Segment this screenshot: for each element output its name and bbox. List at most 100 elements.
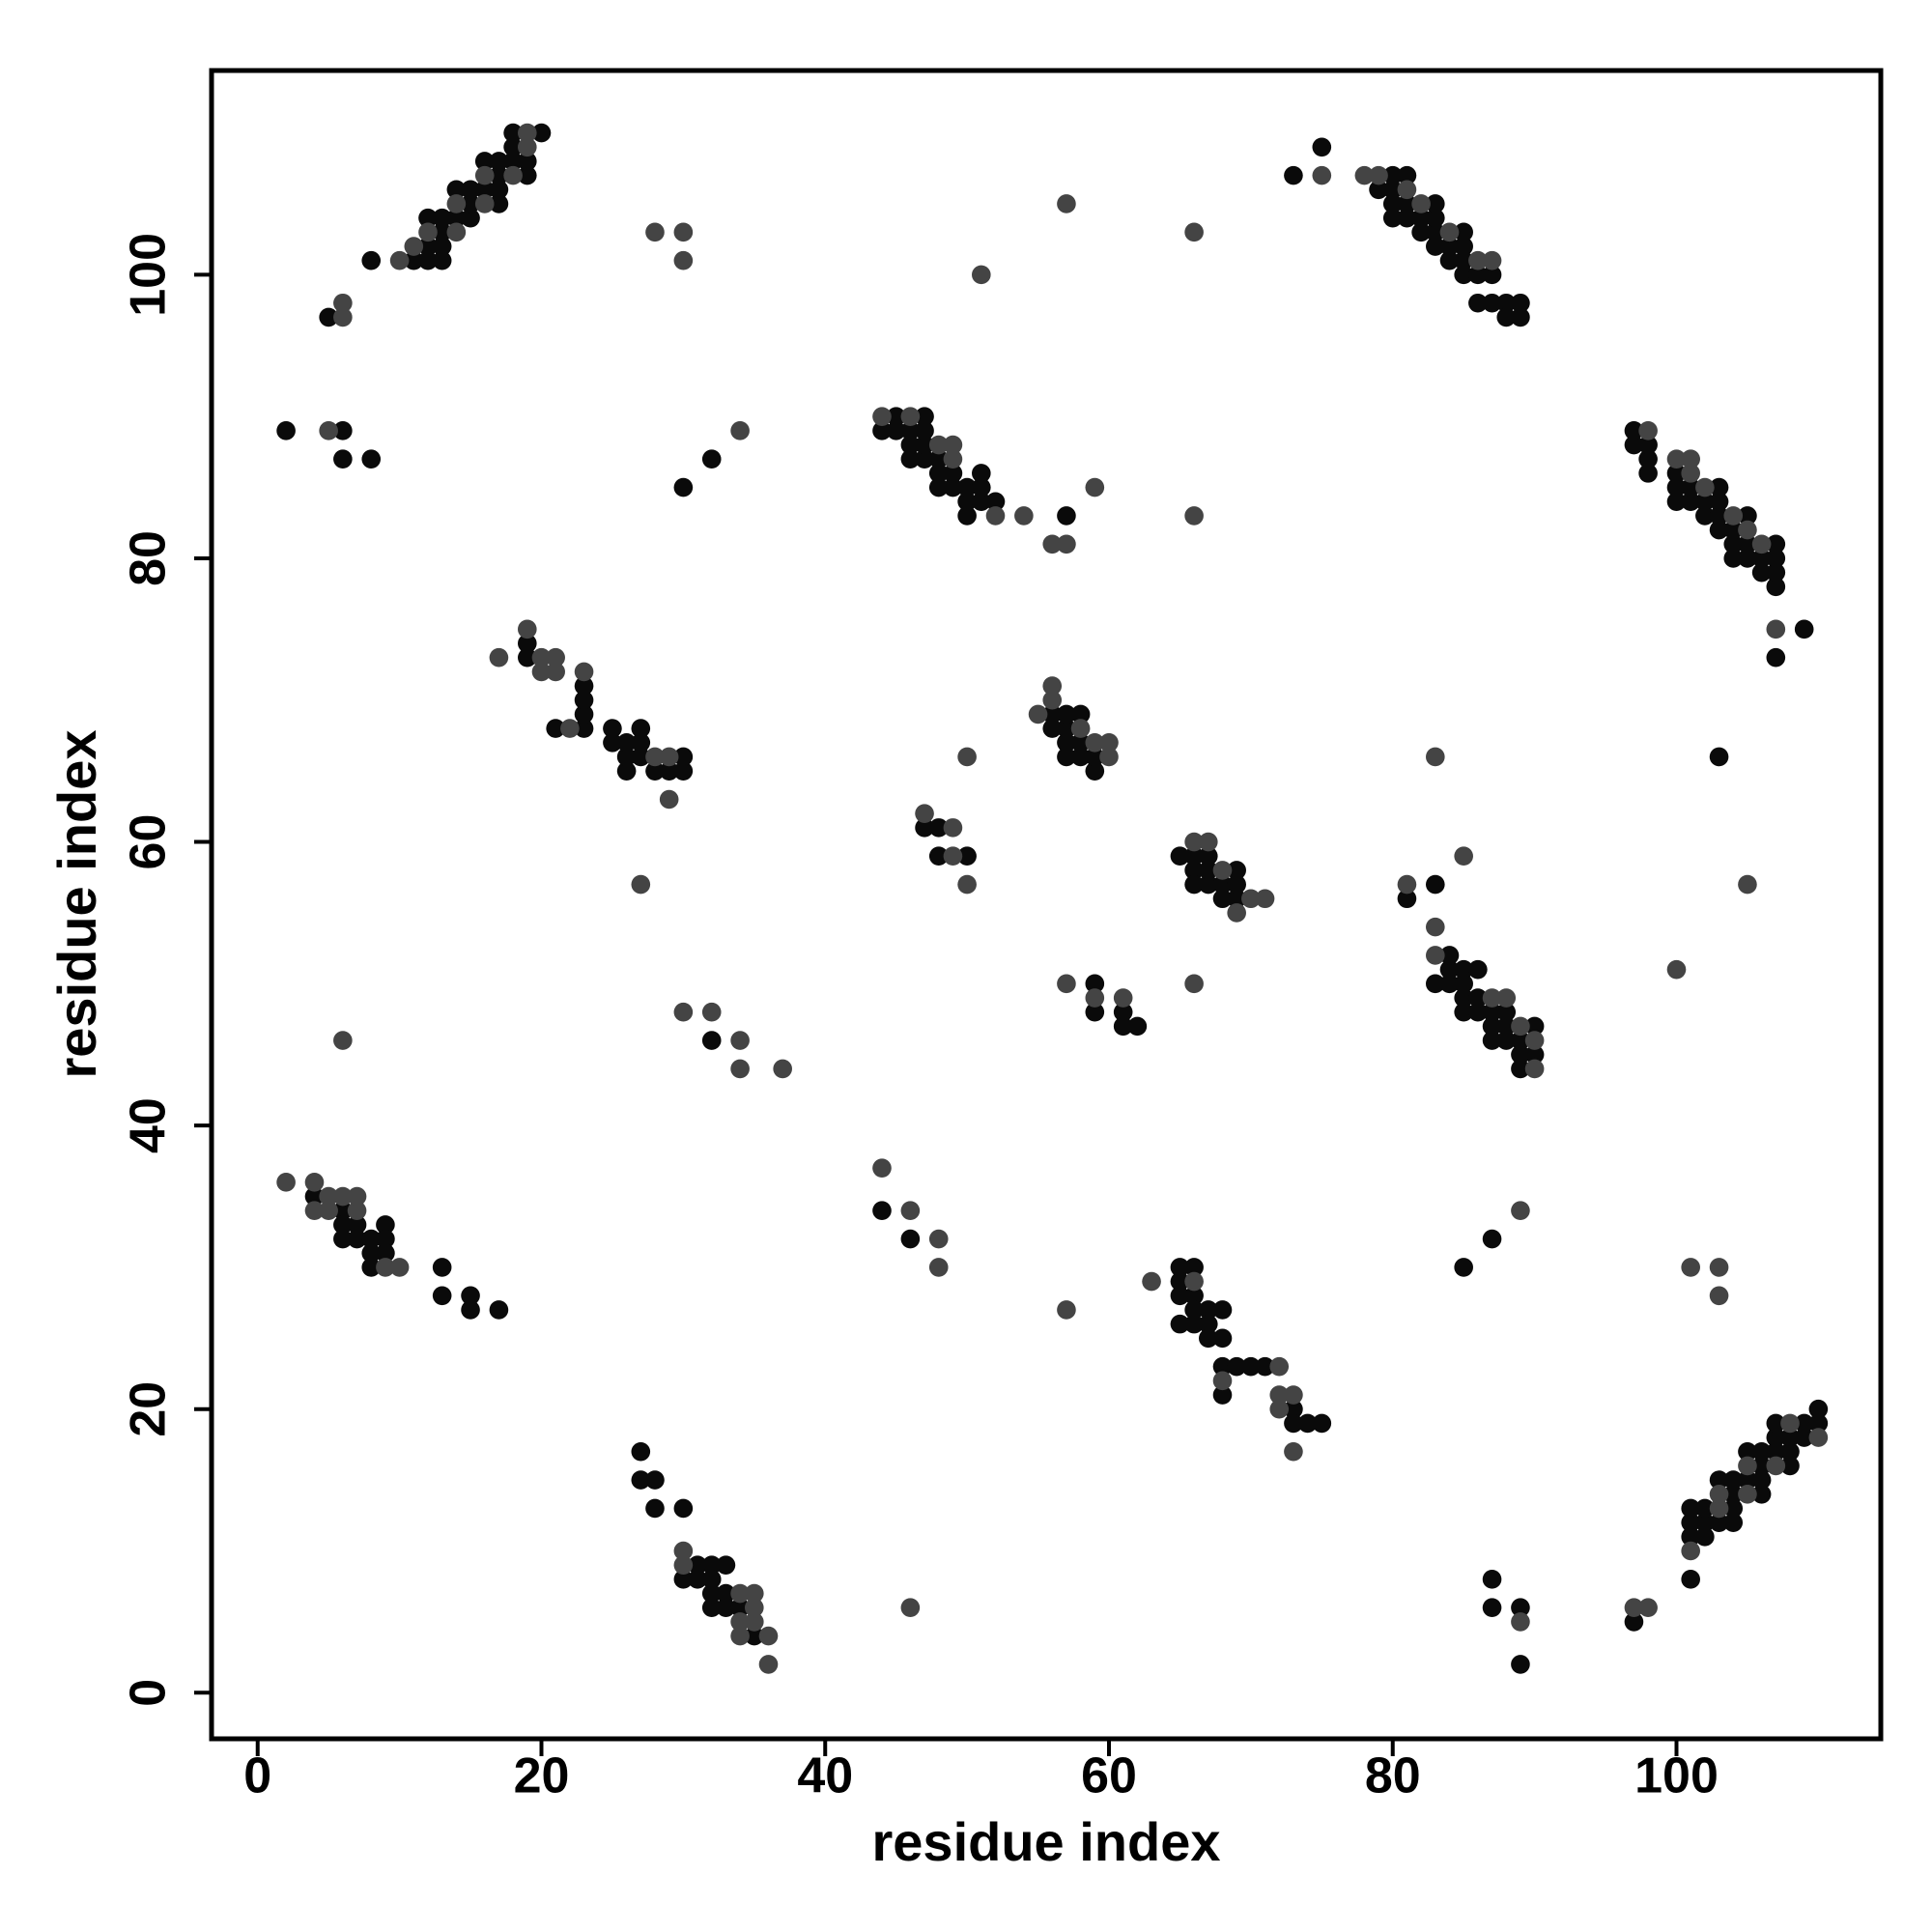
- point: [461, 208, 480, 228]
- point: [1454, 1002, 1473, 1022]
- point: [603, 719, 622, 738]
- point: [673, 477, 694, 497]
- point: [446, 222, 467, 242]
- point: [1454, 1258, 1473, 1277]
- point: [503, 152, 523, 171]
- point: [1057, 194, 1076, 213]
- point: [1482, 988, 1502, 1008]
- point: [928, 449, 949, 469]
- point: [900, 1598, 921, 1618]
- point: [1511, 307, 1530, 327]
- point: [659, 761, 679, 781]
- point: [1638, 449, 1658, 469]
- point: [361, 1258, 382, 1277]
- point: [1496, 1002, 1517, 1022]
- point: [1057, 732, 1076, 753]
- point: [1085, 1002, 1105, 1022]
- point: [1312, 137, 1332, 157]
- point: [1766, 562, 1786, 582]
- point: [474, 152, 495, 171]
- point: [1496, 1016, 1517, 1037]
- point: [1454, 988, 1473, 1008]
- point: [1482, 293, 1502, 313]
- point: [1382, 194, 1403, 213]
- point: [1766, 619, 1786, 639]
- point: [546, 662, 565, 682]
- point: [432, 1258, 452, 1277]
- point: [1780, 1428, 1800, 1447]
- point: [319, 1186, 338, 1207]
- point: [1297, 1413, 1318, 1434]
- point: [631, 874, 651, 895]
- point: [333, 1229, 353, 1249]
- point: [943, 477, 963, 497]
- point: [1184, 1300, 1204, 1320]
- x-tick-label: 100: [1634, 1748, 1719, 1804]
- y-tick-label: 40: [121, 1097, 177, 1153]
- point: [376, 1229, 395, 1249]
- point: [943, 818, 963, 838]
- point: [1439, 237, 1460, 256]
- point: [1681, 1513, 1700, 1532]
- point: [928, 846, 949, 867]
- point: [1681, 1527, 1700, 1547]
- point: [1482, 250, 1502, 270]
- point: [333, 293, 353, 313]
- point: [1524, 1031, 1545, 1050]
- point: [1766, 1428, 1786, 1447]
- point: [1681, 449, 1700, 469]
- point: [1511, 1655, 1530, 1674]
- point: [1184, 1286, 1204, 1306]
- point: [1496, 1031, 1517, 1050]
- point: [1766, 549, 1786, 568]
- point: [1439, 222, 1460, 242]
- point: [1738, 874, 1757, 895]
- point: [1227, 861, 1246, 880]
- point: [1468, 988, 1488, 1008]
- point: [1723, 1498, 1744, 1519]
- point: [1269, 1385, 1290, 1405]
- point: [1780, 1413, 1800, 1434]
- point: [333, 307, 353, 327]
- point: [673, 250, 694, 270]
- point: [1099, 747, 1119, 767]
- point: [631, 1441, 651, 1462]
- point: [1638, 435, 1658, 455]
- point: [616, 761, 637, 781]
- point: [716, 1583, 736, 1604]
- point: [730, 1583, 750, 1604]
- point: [1057, 1300, 1076, 1320]
- point: [1426, 222, 1445, 242]
- point: [1199, 832, 1218, 852]
- y-tick-label: 80: [121, 530, 177, 586]
- point: [376, 1215, 395, 1235]
- y-tick-label: 20: [121, 1381, 177, 1437]
- point: [1511, 1016, 1530, 1037]
- point: [985, 506, 1006, 526]
- point: [1454, 265, 1473, 285]
- point: [673, 761, 694, 781]
- point: [1738, 1441, 1757, 1462]
- point: [574, 676, 594, 696]
- point: [347, 1215, 367, 1235]
- point: [1014, 506, 1034, 526]
- point: [1738, 534, 1757, 554]
- point: [474, 194, 495, 213]
- point: [1382, 180, 1403, 200]
- point: [1199, 846, 1218, 867]
- point: [319, 307, 338, 327]
- point: [1439, 974, 1460, 994]
- point: [347, 1186, 367, 1207]
- point: [900, 407, 921, 426]
- point: [957, 477, 977, 497]
- x-tick-label: 80: [1365, 1748, 1421, 1804]
- point: [489, 165, 509, 185]
- point: [574, 704, 594, 724]
- point: [1468, 250, 1488, 270]
- point: [730, 421, 750, 440]
- point: [915, 435, 934, 455]
- point: [333, 1201, 353, 1221]
- point: [418, 237, 438, 256]
- point: [1709, 492, 1729, 512]
- point: [645, 222, 665, 242]
